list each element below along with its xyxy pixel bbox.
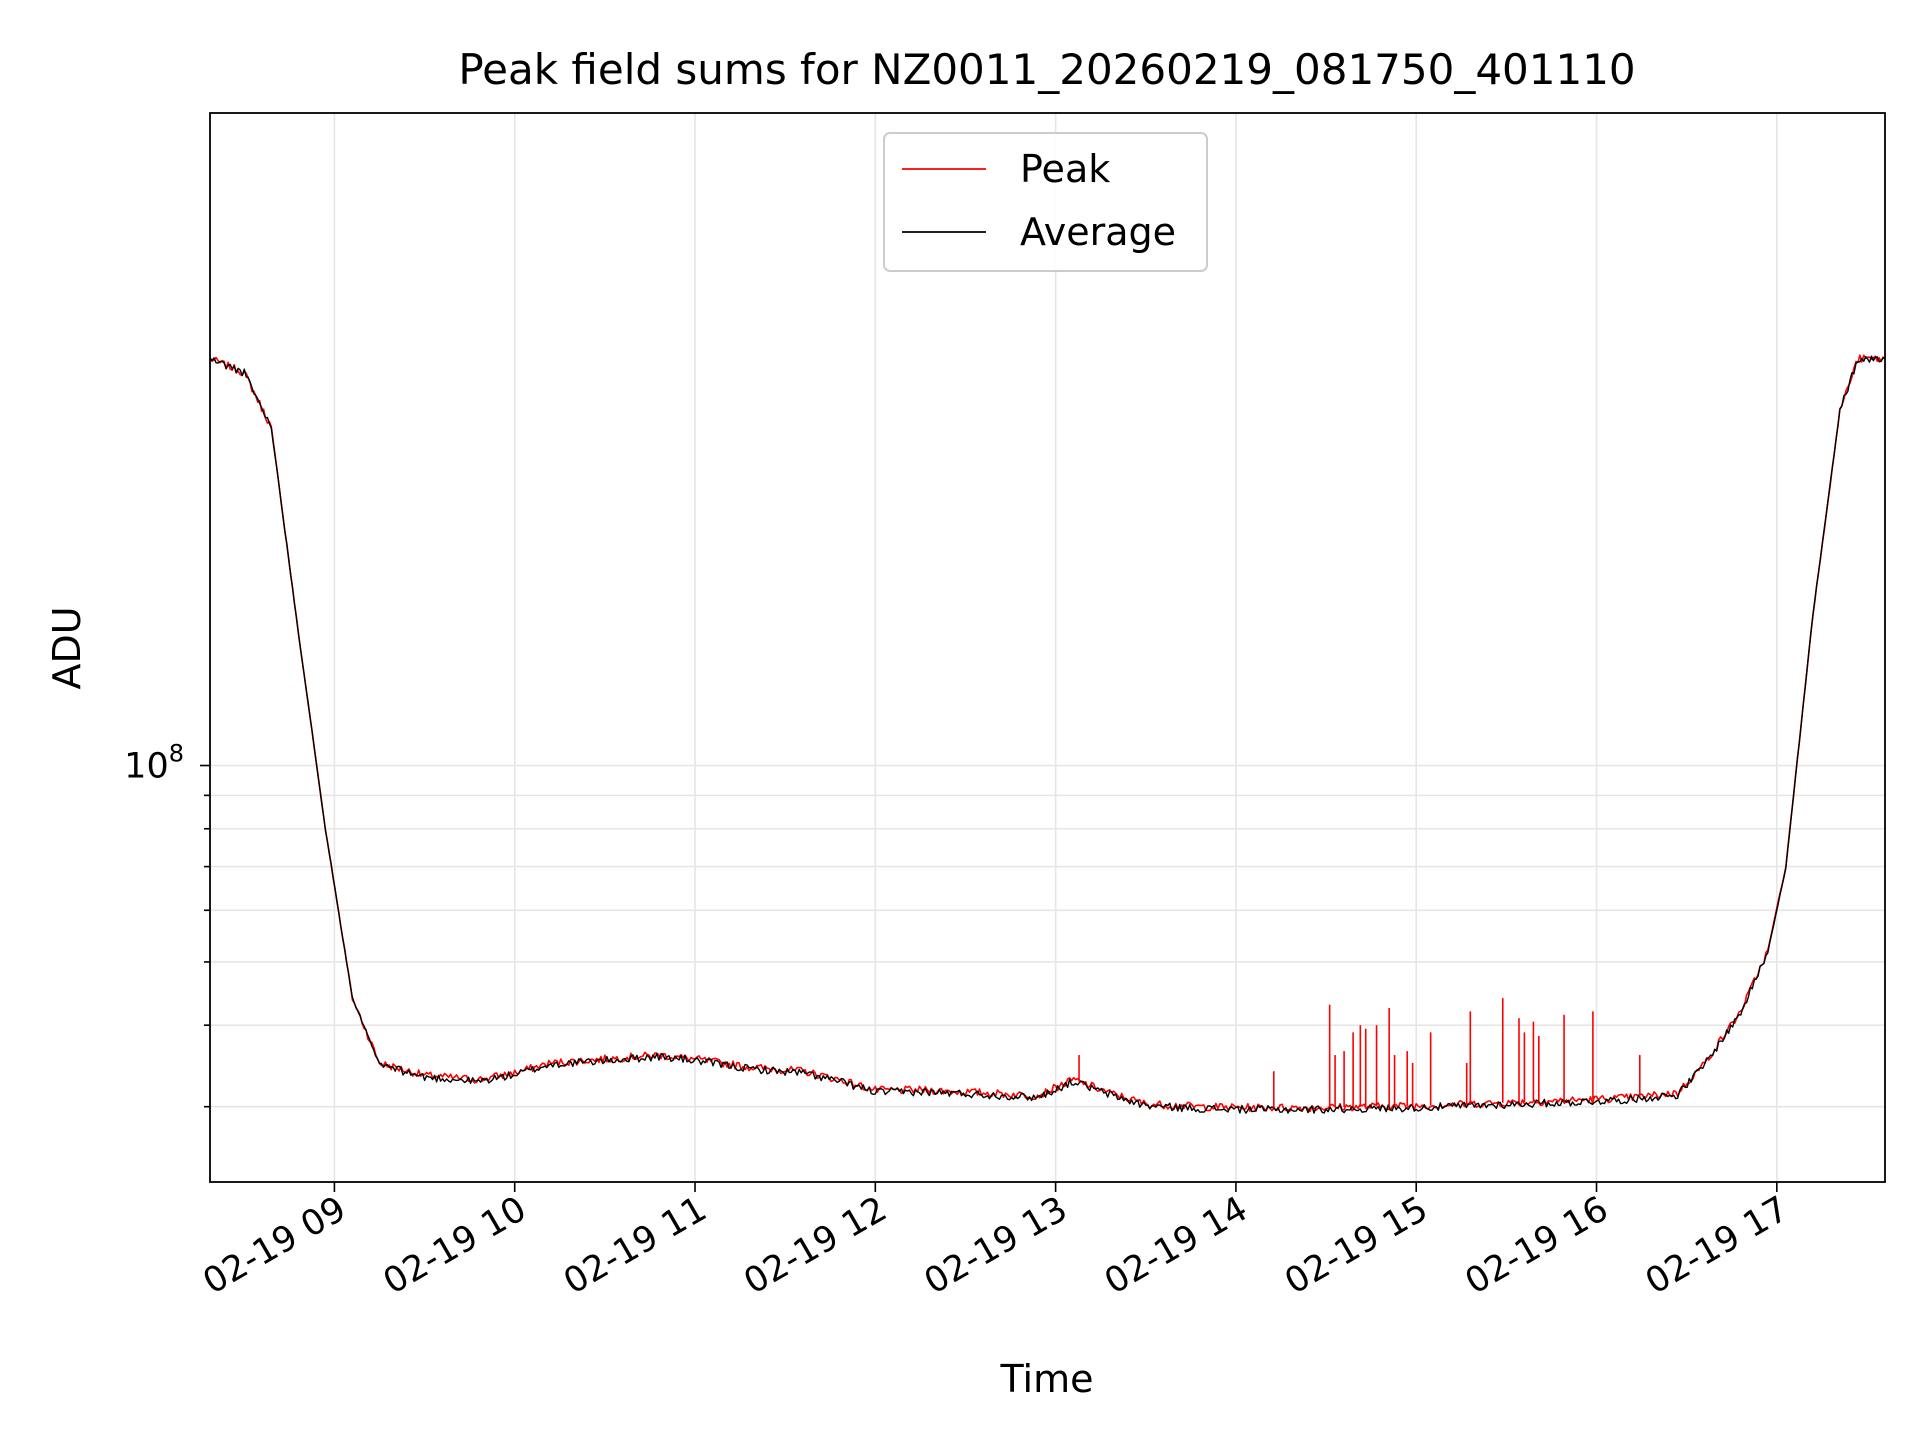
- y-tick-label-exponent: 8: [169, 740, 184, 768]
- legend: Peak Average: [883, 132, 1208, 272]
- series-line-average: [209, 355, 1886, 1114]
- legend-box: [883, 132, 1208, 272]
- y-axis-label: ADU: [45, 606, 89, 689]
- y-axis-ticks: 108: [124, 740, 210, 1108]
- chart-title: Peak field sums for NZ0011_20260219_0817…: [458, 45, 1635, 94]
- legend-label-average: Average: [1020, 210, 1176, 254]
- series-layer: [209, 354, 1886, 1114]
- x-axis-label: Time: [1000, 1357, 1094, 1401]
- axes-frame: [209, 112, 1886, 1183]
- peak-spikes: [1078, 998, 1641, 1108]
- y-tick-label: 108: [124, 740, 184, 787]
- grid: [210, 113, 1885, 1182]
- legend-label-peak: Peak: [1020, 147, 1110, 191]
